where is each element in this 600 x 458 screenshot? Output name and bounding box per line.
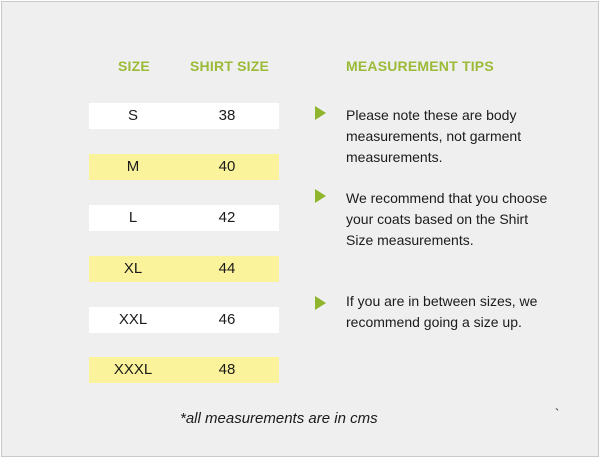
size-row-xxl: XXL 46: [89, 307, 279, 333]
shirt-size-cell: 48: [218, 361, 236, 378]
size-row-xl: XL 44: [89, 256, 279, 282]
units-footnote: *all measurements are in cms: [180, 410, 378, 427]
size-cell: S: [127, 107, 138, 124]
measurement-tip: If you are in between sizes, we recommen…: [346, 293, 538, 330]
shirt-size-cell: 46: [218, 311, 236, 328]
measurement-tip: We recommend that you choose your coats …: [346, 190, 548, 248]
shirt-size-cell: 38: [218, 107, 236, 124]
measurement-tip: Please note these are body measurements,…: [346, 107, 522, 165]
measurement-tips-heading: MEASUREMENT TIPS: [346, 58, 494, 74]
size-cell: M: [126, 158, 140, 175]
size-cell: XXXL: [113, 361, 153, 378]
shirt-size-cell: 44: [218, 260, 236, 277]
shirt-size-cell: 42: [218, 209, 236, 226]
shirt-size-column-header: SHIRT SIZE: [190, 58, 270, 74]
size-row-s: S 38: [89, 103, 279, 129]
triangle-arrow-icon: [315, 106, 326, 120]
shirt-size-cell: 40: [218, 158, 236, 175]
triangle-arrow-icon: [315, 296, 326, 310]
size-row-xxxl: XXXL 48: [89, 357, 279, 383]
size-cell: XXL: [118, 311, 148, 328]
triangle-arrow-icon: [315, 189, 326, 203]
size-cell: L: [128, 209, 138, 226]
stray-mark: `: [555, 406, 560, 421]
size-column-header: SIZE: [118, 58, 150, 74]
size-cell: XL: [123, 260, 143, 277]
size-row-l: L 42: [89, 205, 279, 231]
size-row-m: M 40: [89, 154, 279, 180]
